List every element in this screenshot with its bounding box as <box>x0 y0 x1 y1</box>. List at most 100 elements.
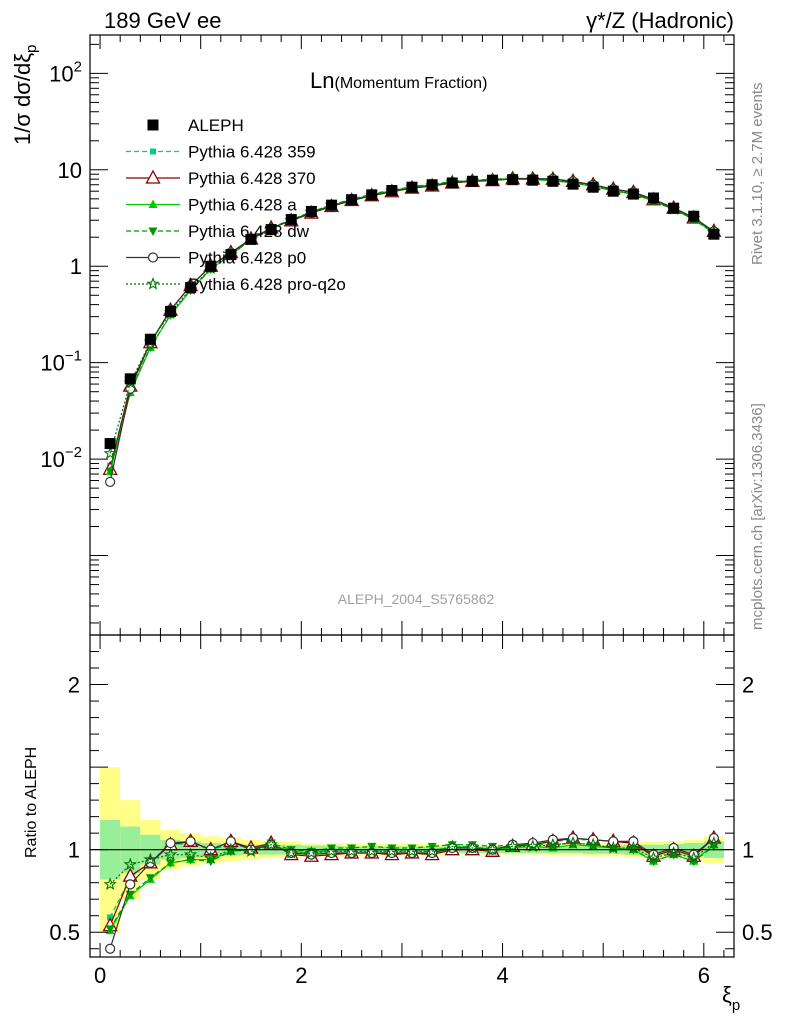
data-point <box>446 177 458 189</box>
legend-marker <box>150 148 156 155</box>
data-point <box>567 178 579 190</box>
ratio-tick-label-right: 2 <box>742 673 754 698</box>
data-point <box>668 202 680 214</box>
data-point <box>285 214 297 226</box>
x-tick-label: 6 <box>698 963 710 988</box>
data-point <box>245 233 257 245</box>
data-point <box>406 181 418 193</box>
data-point <box>165 305 176 317</box>
ratio-tick-label: 1 <box>68 838 80 863</box>
ratio-point-5 <box>646 850 661 864</box>
ratio-tick-label: 2 <box>68 673 80 698</box>
ratio-point-5 <box>626 840 641 854</box>
x-axis-label: ξp <box>722 982 740 1014</box>
y-axis-label: 1/σ dσ/dξp <box>10 45 40 145</box>
x-tick-label: 2 <box>295 963 307 988</box>
ratio-point-5 <box>666 845 681 859</box>
data-point <box>466 175 478 187</box>
data-point <box>587 181 599 193</box>
legend-entry: Pythia 6.428 a <box>126 196 297 215</box>
ratio-point-4 <box>225 836 236 847</box>
ratio-point-3 <box>145 874 155 883</box>
data-point <box>366 189 378 201</box>
ratio-tick-label: 0.5 <box>49 920 80 945</box>
ratio-point-5 <box>143 852 158 866</box>
legend-marker <box>145 169 161 184</box>
data-point <box>547 175 559 187</box>
legend-label: Pythia 6.428 p0 <box>188 249 306 268</box>
x-tick-label: 4 <box>496 963 508 988</box>
data-point <box>225 249 237 261</box>
legend-entry: Pythia 6.428 359 <box>126 143 316 162</box>
y-tick-label: 10 <box>58 158 82 183</box>
data-point <box>627 188 639 200</box>
ratio-point-4 <box>165 837 176 849</box>
ratio-point-5 <box>284 845 299 859</box>
series-line-5 <box>109 178 715 454</box>
rivet-label: Rivet 3.1.10, ≥ 2.7M events <box>749 83 766 266</box>
analysis-id: ALEPH_2004_S5765862 <box>338 591 495 607</box>
header-left: 189 GeV ee <box>104 8 221 33</box>
legend-entry: Pythia 6.428 370 <box>126 169 316 188</box>
data-point <box>104 438 116 450</box>
ratio-point-5 <box>606 840 621 854</box>
mcplots-label: mcplots.cern.ch [arXiv:1306.3436] <box>749 403 766 630</box>
ratio-tick-label-right: 0.5 <box>742 920 773 945</box>
ratio-point-5 <box>264 837 278 851</box>
legend-entry: Pythia 6.428 dw <box>126 222 310 241</box>
ratio-point-5 <box>485 842 500 856</box>
ratio-point-5 <box>163 847 178 861</box>
data-point <box>607 185 619 197</box>
data-points-layer <box>104 174 720 450</box>
legend-entry: ALEPH <box>147 116 244 135</box>
y-tick-label: 10−1 <box>40 348 82 376</box>
ratio-point-5 <box>224 842 238 856</box>
legend-label: Pythia 6.428 a <box>188 196 297 215</box>
ratio-point-5 <box>546 837 560 851</box>
ratio-point-5 <box>686 850 701 864</box>
ratio-point-5 <box>445 839 460 853</box>
legend-label: Pythia 6.428 pro-q2o <box>188 275 346 294</box>
data-point <box>144 333 156 345</box>
x-tick-label: 0 <box>94 963 106 988</box>
data-point <box>527 174 539 186</box>
y-tick-label: 102 <box>49 58 82 86</box>
ratio-point-5 <box>103 877 117 891</box>
legend-marker <box>148 227 158 236</box>
data-point <box>708 228 720 240</box>
legend-entry: Pythia 6.428 p0 <box>126 249 306 268</box>
main-frame <box>89 34 735 636</box>
data-point <box>487 174 498 186</box>
header-right: γ*/Z (Hadronic) <box>586 8 734 33</box>
data-point <box>205 260 217 272</box>
ratio-frame <box>89 634 735 958</box>
series-point-4 <box>105 476 116 488</box>
ratio-point-5 <box>183 847 198 861</box>
ratio-point-5 <box>304 845 319 859</box>
y-tick-label: 10−2 <box>40 444 82 472</box>
legend-entry: Pythia 6.428 pro-q2o <box>126 275 346 294</box>
main-series-layer <box>102 170 722 488</box>
data-point <box>426 179 438 191</box>
ratio-point-4 <box>105 943 116 954</box>
data-point <box>185 282 197 294</box>
legend-label: ALEPH <box>188 116 244 135</box>
data-point <box>265 224 277 236</box>
ratio-point-3 <box>105 925 115 934</box>
legend-marker <box>146 276 160 290</box>
series-point-5 <box>103 446 117 460</box>
legend-marker <box>147 119 159 131</box>
ratio-point-4 <box>527 837 538 849</box>
ratio-point-5 <box>203 850 218 864</box>
ratio-point-5 <box>465 840 480 854</box>
data-point <box>326 199 337 211</box>
data-point <box>305 205 317 217</box>
ratio-point-5 <box>586 837 600 851</box>
ratio-point-5 <box>525 839 540 853</box>
ratio-point-4 <box>125 879 136 890</box>
legend-label: Pythia 6.428 359 <box>188 143 316 162</box>
ratio-axis-label: Ratio to ALEPH <box>23 747 40 858</box>
ratio-point-5 <box>123 857 138 871</box>
legend-marker <box>148 199 158 208</box>
